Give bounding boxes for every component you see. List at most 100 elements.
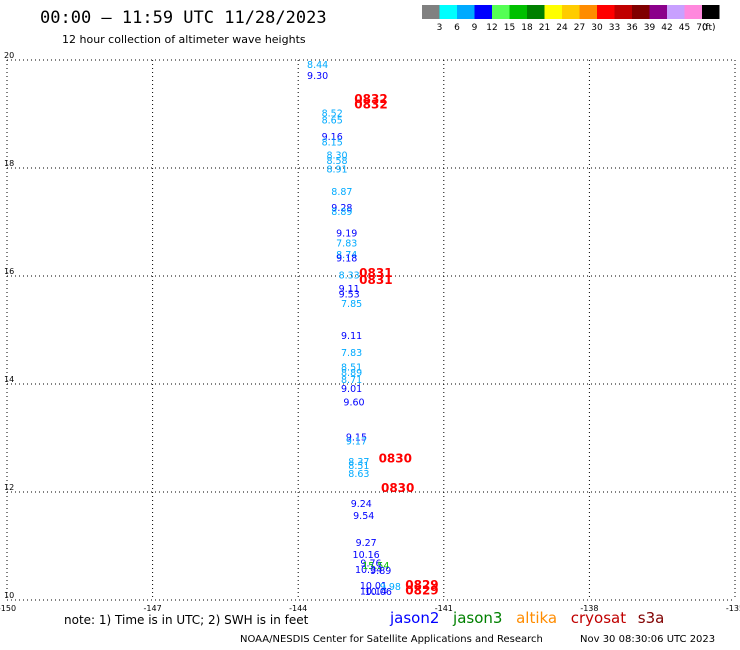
- wave-height-label: 10.01: [360, 581, 387, 592]
- wave-height-label: 7.83: [336, 238, 357, 249]
- satellite-jason3: jason3: [453, 609, 503, 627]
- wave-height-label: 9.76: [360, 559, 381, 570]
- color-scale-swatch: [474, 5, 492, 19]
- wave-height-label: 9.53: [339, 290, 360, 301]
- wave-height-label: 8.87: [331, 187, 352, 198]
- color-scale-label: 42: [661, 23, 672, 33]
- color-scale-swatch: [422, 5, 440, 19]
- color-scale-swatch: [579, 5, 597, 19]
- wave-height-label: 7.83: [341, 348, 362, 359]
- wave-height-label: 9.18: [336, 253, 357, 264]
- color-scale-swatch: [684, 5, 702, 19]
- x-tick-label: -135: [726, 604, 740, 613]
- color-scale-label: 15: [504, 23, 515, 33]
- color-scale-label: 45: [679, 23, 690, 33]
- color-scale-label: 12: [486, 23, 497, 33]
- color-scale-label: 6: [454, 23, 460, 33]
- wave-height-label: 10.06: [365, 587, 392, 598]
- wave-height-label: 9.27: [356, 538, 377, 549]
- color-scale-label: 70: [696, 23, 708, 33]
- wave-height-label: 9.19: [336, 229, 357, 240]
- time-label: 0831: [359, 266, 392, 280]
- wave-height-label: 7.85: [341, 299, 362, 310]
- wave-height-label: 9.15: [346, 433, 367, 444]
- y-tick-label: 18: [4, 159, 14, 168]
- satellite-cryosat: cryosat: [570, 609, 627, 627]
- color-scale-swatch: [649, 5, 667, 19]
- color-scale-swatch: [614, 5, 632, 19]
- time-label: 0832: [354, 98, 387, 112]
- wave-height-label: 8.52: [322, 109, 343, 120]
- satellite-altika: altika: [516, 609, 558, 627]
- wave-height-label: 9.11: [341, 331, 362, 342]
- color-scale-label: 36: [626, 23, 638, 33]
- color-scale-swatch: [509, 5, 527, 19]
- color-scale-label: 33: [609, 23, 620, 33]
- color-scale-label: 21: [539, 23, 550, 33]
- satellite-s3a: s3a: [637, 609, 665, 627]
- page-title: 00:00 — 11:59 UTC 11/28/2023: [40, 8, 327, 28]
- wave-height-label: 9.60: [343, 398, 364, 409]
- color-scale-label: 18: [521, 23, 533, 33]
- wave-height-label: 10.14: [360, 587, 387, 598]
- satellite-legend: jason2 jason3 altika cryosat s3a: [390, 608, 664, 627]
- wave-height-label: 8.44: [307, 60, 328, 71]
- x-tick-label: -147: [144, 604, 162, 613]
- color-scale-label: 30: [591, 23, 603, 33]
- wave-height-label: 8.71: [341, 375, 362, 386]
- color-scale-swatch: [527, 5, 545, 19]
- wave-height-label: 9.01: [341, 384, 362, 395]
- color-scale-label: 39: [644, 23, 656, 33]
- wave-height-label: 8.51: [348, 461, 369, 472]
- footer-timestamp: Nov 30 08:30:06 UTC 2023: [580, 634, 716, 645]
- wave-height-label: 8.89: [331, 207, 352, 218]
- x-tick-label: -144: [289, 604, 307, 613]
- wave-height-label: 9.28: [331, 203, 352, 214]
- x-tick-label: -138: [580, 604, 598, 613]
- wave-height-label: 9.16: [322, 132, 343, 143]
- wave-height-label: 8.74: [336, 250, 357, 261]
- color-scale-label: 9: [472, 23, 478, 33]
- color-scale-label: 27: [574, 23, 585, 33]
- wave-height-label: 8.63: [348, 469, 369, 480]
- wave-height-label: 8.91: [326, 164, 347, 175]
- color-scale-label: 24: [556, 23, 568, 33]
- footer-credit: NOAA/NESDIS Center for Satellite Applica…: [240, 634, 543, 645]
- satellite-jason2: jason2: [390, 609, 440, 627]
- wave-height-label: 8.37: [348, 457, 369, 468]
- wave-height-label: 9.24: [351, 499, 372, 510]
- color-scale-swatch: [492, 5, 510, 19]
- color-scale-swatch: [632, 5, 650, 19]
- wave-height-label: 9.98: [380, 582, 401, 593]
- color-scale-swatch: [457, 5, 475, 19]
- wave-height-label: 10.16: [353, 550, 380, 561]
- time-label: 0832: [354, 92, 387, 106]
- wave-height-label: 8.65: [322, 116, 343, 127]
- color-scale-swatch: [597, 5, 615, 19]
- wave-height-label: 8.15: [322, 137, 343, 148]
- wave-height-label: 9.17: [346, 436, 367, 447]
- color-scale-swatch: [702, 5, 720, 19]
- time-label: 0830: [379, 451, 412, 465]
- color-scale-unit: (ft): [702, 23, 716, 33]
- wave-height-label: 8.89: [341, 368, 362, 379]
- wave-height-label: 9.11: [339, 284, 360, 295]
- page-subtitle: 12 hour collection of altimeter wave hei…: [62, 33, 306, 46]
- color-scale-swatch: [439, 5, 457, 19]
- wave-height-label: 15.54: [362, 561, 389, 572]
- color-scale-swatch: [544, 5, 562, 19]
- color-scale-swatch: [562, 5, 580, 19]
- y-tick-label: 10: [4, 591, 14, 600]
- wave-height-label: 10.34: [355, 565, 382, 576]
- wave-height-label: 9.89: [370, 566, 391, 577]
- wave-height-label: 9.54: [353, 511, 374, 522]
- time-label: 0830: [381, 481, 414, 495]
- y-tick-label: 14: [4, 375, 14, 384]
- time-label: 0829: [405, 584, 438, 598]
- y-tick-label: 16: [4, 267, 14, 276]
- color-scale-swatch: [667, 5, 685, 19]
- wave-height-label: 8.58: [326, 156, 347, 167]
- wave-height-label: 8.33: [339, 271, 360, 282]
- y-tick-label: 20: [4, 51, 14, 60]
- wave-height-label: 8.51: [341, 363, 362, 374]
